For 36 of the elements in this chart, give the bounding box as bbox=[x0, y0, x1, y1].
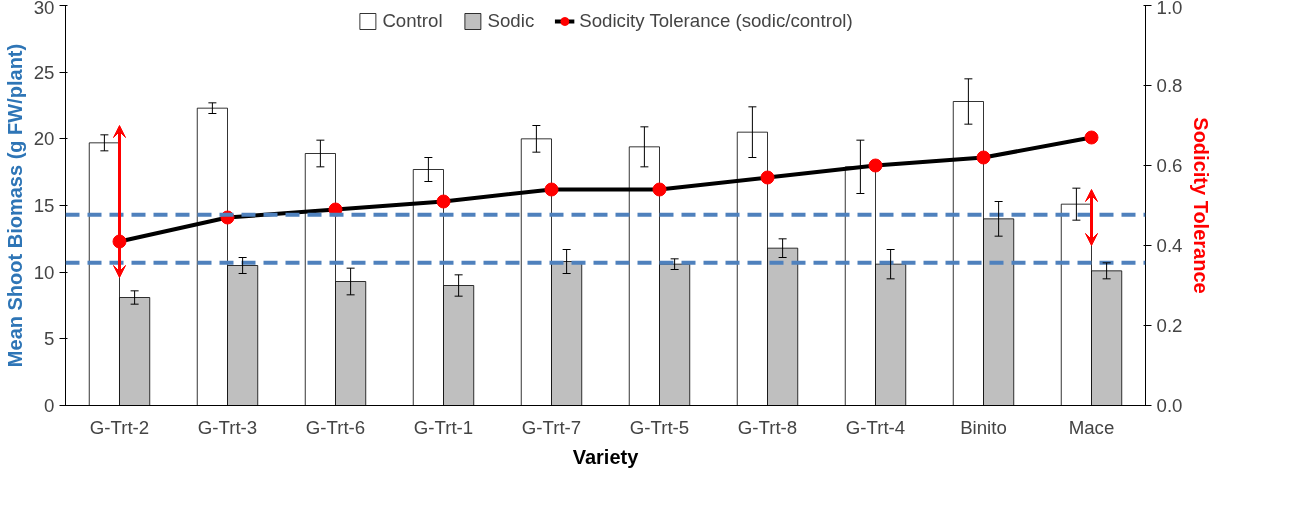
y-tick-label: 20 bbox=[33, 128, 55, 150]
x-tick-label: G-Trt-7 bbox=[521, 416, 582, 438]
point bbox=[544, 182, 559, 197]
y2-tick-label: 1.0 bbox=[1156, 0, 1183, 18]
y-axis-title: Mean Shoot Biomass (g FW/plant) bbox=[3, 43, 26, 368]
x-tick-label: G-Trt-8 bbox=[737, 416, 798, 438]
x-tick-label: G-Trt-2 bbox=[89, 416, 150, 438]
x-tick-label: G-Trt-3 bbox=[197, 416, 258, 438]
y2-tick-label: 0.0 bbox=[1156, 395, 1183, 416]
y2-tick-label: 0.4 bbox=[1156, 235, 1183, 256]
y-tick-label: 5 bbox=[44, 328, 55, 350]
y-tick-label: 15 bbox=[33, 195, 55, 216]
y2-tick-label: 0.2 bbox=[1156, 315, 1183, 336]
y2-tick-label: 0.6 bbox=[1156, 155, 1183, 176]
legend-label: Sodicity Tolerance (sodic/control) bbox=[579, 10, 853, 32]
x-tick-label: G-Trt-5 bbox=[629, 416, 690, 438]
x-tick-label: G-Trt-4 bbox=[845, 416, 906, 438]
point bbox=[760, 170, 775, 185]
point bbox=[436, 194, 451, 209]
x-axis-title: Variety bbox=[572, 445, 640, 468]
point bbox=[1084, 130, 1099, 145]
y2-axis-title: Sodicity Tolerance bbox=[1190, 117, 1213, 294]
y-tick-label: 25 bbox=[33, 61, 55, 83]
x-tick-label: G-Trt-1 bbox=[413, 416, 474, 438]
y-tick-label: 0 bbox=[44, 395, 55, 416]
y2-tick-label: 0.8 bbox=[1156, 75, 1183, 96]
x-tick-label: G-Trt-6 bbox=[305, 416, 366, 438]
x-tick-label: Binito bbox=[960, 416, 1007, 438]
y-tick-label: 30 bbox=[33, 0, 55, 18]
point bbox=[868, 158, 883, 173]
legend-label: Sodic bbox=[487, 10, 535, 32]
y-tick-label: 10 bbox=[33, 261, 55, 283]
legend-label: Control bbox=[382, 10, 443, 32]
point bbox=[652, 182, 667, 197]
x-tick-label: Mace bbox=[1068, 416, 1115, 438]
point bbox=[976, 150, 991, 165]
